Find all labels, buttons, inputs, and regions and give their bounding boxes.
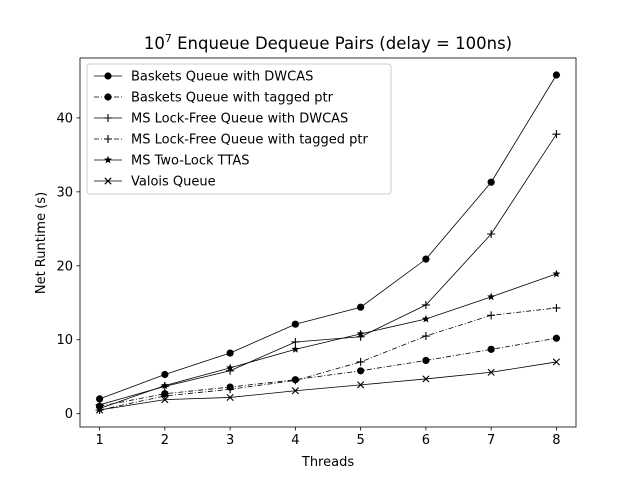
data-point <box>552 269 561 278</box>
series-line <box>99 74 557 400</box>
series-4 <box>95 303 561 414</box>
legend-entry: Baskets Queue with DWCAS <box>94 70 313 85</box>
legend: Baskets Queue with DWCAS Baskets Queue wi… <box>86 63 392 195</box>
legend-entry: MS Lock-Free Queue with DWCAS <box>94 112 348 127</box>
data-point <box>487 345 495 353</box>
data-point <box>356 329 365 338</box>
data-point <box>487 311 496 320</box>
legend-marker <box>104 93 112 101</box>
x-tick-label: 6 <box>422 433 430 448</box>
x-axis-label: Threads <box>301 455 354 470</box>
legend-entry: MS Two-Lock TTAS <box>94 154 249 169</box>
series-1 <box>95 71 561 403</box>
y-axis-label: Net Runtime (s) <box>34 192 49 294</box>
legend-label: Baskets Queue with DWCAS <box>131 70 313 85</box>
legend-marker <box>104 177 112 185</box>
legend-label: Valois Queue <box>131 175 216 190</box>
data-point <box>552 71 561 79</box>
data-point <box>291 376 300 385</box>
data-point <box>356 357 365 366</box>
data-point <box>291 337 300 346</box>
legend-label: Baskets Queue with tagged ptr <box>131 91 334 106</box>
series-line <box>99 133 557 406</box>
legend-entry: Baskets Queue with tagged ptr <box>94 91 334 106</box>
data-point <box>226 349 234 357</box>
legend-box <box>86 63 392 195</box>
legend-entry: Valois Queue <box>94 175 216 190</box>
data-point <box>487 368 495 376</box>
data-point <box>95 395 104 403</box>
series-line <box>99 307 557 411</box>
data-point <box>357 367 365 375</box>
legend-marker <box>104 72 112 80</box>
legend-entry: MS Lock-Free Queue with tagged ptr <box>94 133 369 148</box>
x-tick-label: 4 <box>291 433 299 448</box>
data-point <box>160 381 169 389</box>
series-6 <box>95 358 561 414</box>
data-point <box>552 334 561 342</box>
legend-label: MS Lock-Free Queue with tagged ptr <box>131 133 369 148</box>
data-point <box>487 178 495 186</box>
data-point <box>291 320 299 328</box>
legend-marker <box>104 135 112 143</box>
series-line <box>99 337 557 407</box>
plot-area: 1 2 3 4 5 6 7 8 0 10 20 30 40 <box>56 57 577 448</box>
data-point <box>552 358 561 366</box>
y-tick-label: 20 <box>56 259 73 274</box>
data-point <box>357 303 365 311</box>
data-point <box>422 255 430 263</box>
x-tick-label: 3 <box>226 433 234 448</box>
data-point <box>487 292 496 301</box>
axes-frame <box>79 57 577 428</box>
y-tick-label: 10 <box>56 333 73 348</box>
series-5 <box>95 269 561 412</box>
data-point <box>552 303 561 312</box>
data-point <box>487 229 496 238</box>
y-tick-label: 30 <box>56 185 73 200</box>
legend-marker <box>104 114 112 122</box>
y-tick-label: 0 <box>65 407 73 422</box>
data-point <box>291 387 299 395</box>
data-point <box>421 300 430 309</box>
data-point <box>421 314 430 323</box>
chart-title: 107 Enqueue Dequeue Pairs (delay = 100ns… <box>144 32 512 53</box>
data-point <box>160 391 169 400</box>
data-point <box>161 396 169 404</box>
data-point <box>422 375 430 383</box>
x-tick-label: 7 <box>487 433 495 448</box>
data-point <box>95 404 104 412</box>
series-line <box>99 273 557 409</box>
data-point <box>552 130 561 139</box>
data-point <box>226 393 234 402</box>
data-point <box>226 363 235 372</box>
legend-label: MS Two-Lock TTAS <box>131 154 249 169</box>
x-tick-label: 2 <box>161 433 169 448</box>
data-point <box>421 332 430 341</box>
data-point <box>422 356 430 365</box>
y-tick-label: 40 <box>56 111 73 126</box>
x-tick-label: 5 <box>356 433 364 448</box>
x-tick-label: 1 <box>95 433 103 448</box>
legend-label: MS Lock-Free Queue with DWCAS <box>131 112 348 127</box>
data-point <box>95 406 104 414</box>
data-point <box>357 381 365 389</box>
series-line <box>99 361 557 411</box>
x-tick-label: 8 <box>552 433 560 448</box>
data-point <box>291 345 300 353</box>
legend-marker <box>104 155 112 164</box>
series-layer <box>95 71 561 414</box>
data-point <box>226 385 235 394</box>
data-point <box>161 370 169 379</box>
